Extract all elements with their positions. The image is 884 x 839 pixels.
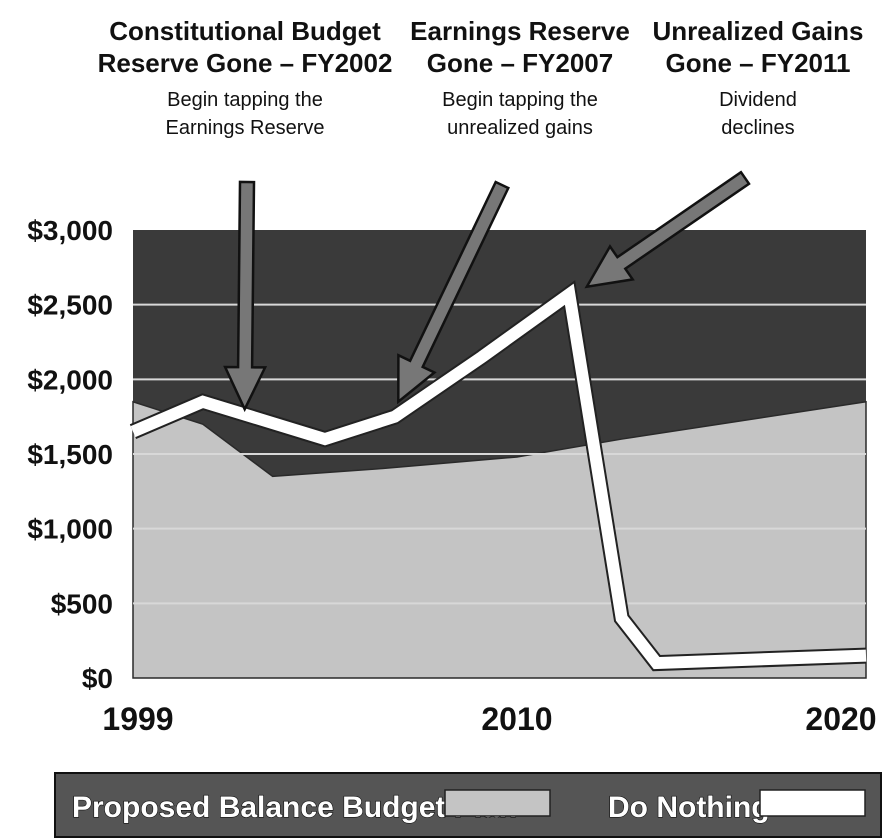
annotation-arrow-2 bbox=[397, 180, 510, 405]
annotation-arrow-3 bbox=[584, 170, 751, 289]
annotation-subtitle: declines bbox=[721, 117, 794, 139]
annotation-arrow-1 bbox=[223, 180, 268, 413]
y-tick-label: $0 bbox=[82, 663, 113, 694]
y-tick-label: $500 bbox=[51, 588, 113, 619]
arrows-layer bbox=[223, 170, 751, 413]
annotation-title: Gone – FY2011 bbox=[666, 48, 851, 78]
y-tick-label: $3,000 bbox=[27, 215, 113, 246]
annotation-title: Constitutional Budget bbox=[109, 16, 381, 46]
series-line-do-nothing bbox=[130, 283, 867, 670]
legend-swatch bbox=[444, 789, 551, 817]
legend-swatch bbox=[759, 789, 866, 817]
annotation-subtitle: Dividend bbox=[719, 89, 797, 111]
legend-label: Proposed Balance Budget Plan bbox=[72, 791, 517, 824]
annotation-title: Reserve Gone – FY2002 bbox=[98, 48, 393, 78]
annotation-title: Unrealized Gains bbox=[653, 16, 864, 46]
annotation-subtitle: Earnings Reserve bbox=[166, 117, 325, 139]
x-tick-label: 2020 bbox=[805, 701, 876, 737]
x-axis: 1999 2010 2020 bbox=[102, 701, 876, 737]
plot-area bbox=[129, 230, 867, 679]
x-tick-label: 1999 bbox=[102, 701, 173, 737]
annotation-title: Earnings Reserve bbox=[410, 16, 630, 46]
legend-background bbox=[54, 772, 882, 838]
x-tick-label: 2010 bbox=[481, 701, 552, 737]
legend: Proposed Balance Budget Plan Do Nothing bbox=[54, 772, 882, 838]
y-tick-label: $1,000 bbox=[27, 514, 113, 545]
annotation-subtitle: Begin tapping the bbox=[167, 89, 323, 111]
y-tick-label: $1,500 bbox=[27, 439, 113, 470]
legend-label: Do Nothing bbox=[608, 791, 770, 824]
y-tick-label: $2,500 bbox=[27, 290, 113, 321]
annotation-subtitle: unrealized gains bbox=[447, 117, 593, 139]
annotation-subtitle: Begin tapping the bbox=[442, 89, 598, 111]
y-tick-label: $2,000 bbox=[27, 364, 113, 395]
y-axis: $0 $500 $1,000 $1,500 $2,000 $2,500 $3,000 bbox=[27, 215, 113, 694]
annotation-title: Gone – FY2007 bbox=[427, 48, 613, 78]
